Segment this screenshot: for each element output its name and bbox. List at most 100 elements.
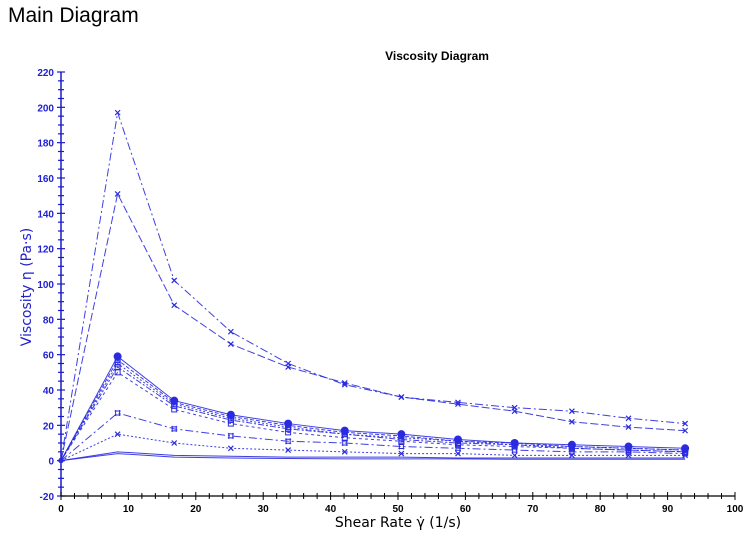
y-tick-label: 0 (48, 457, 54, 468)
data-point (285, 429, 292, 436)
series-8 (58, 409, 689, 464)
data-point (682, 452, 689, 459)
series-10 (58, 451, 686, 464)
data-point (511, 408, 518, 415)
page-title: Main Diagram (8, 4, 139, 27)
data-point (341, 431, 348, 438)
series-2 (58, 190, 689, 464)
y-tick-label: 20 (43, 421, 55, 432)
data-point (398, 450, 405, 457)
x-tick-label: 10 (123, 504, 135, 515)
data-point (227, 328, 234, 335)
data-point (341, 380, 348, 386)
y-tick-label: 200 (37, 103, 54, 114)
series-line (60, 451, 686, 462)
y-tick-label: 40 (43, 386, 55, 397)
series-line (60, 112, 686, 461)
data-point (171, 406, 178, 413)
data-point (625, 424, 632, 431)
series-1 (58, 109, 689, 464)
x-tick-label: 20 (190, 504, 202, 515)
data-point (511, 452, 518, 459)
series-line (60, 412, 686, 462)
y-tick-label: 100 (37, 280, 54, 291)
data-point (171, 440, 178, 446)
data-point (227, 417, 234, 424)
y-axis-label: Viscosity η (Pa·s) (19, 228, 35, 347)
series-line (60, 192, 686, 461)
data-point (455, 450, 461, 457)
data-point (58, 458, 64, 464)
data-point (454, 441, 461, 448)
data-point (398, 438, 405, 445)
data-point (227, 432, 234, 439)
data-point (227, 420, 234, 427)
y-tick-label: 80 (43, 315, 55, 326)
data-point (454, 445, 461, 452)
data-point (568, 445, 575, 452)
x-tick-label: 50 (392, 504, 404, 515)
data-point (511, 443, 518, 450)
data-point (341, 440, 348, 446)
data-point (682, 427, 689, 434)
data-point (398, 443, 405, 450)
series-3 (58, 352, 690, 464)
data-point (285, 425, 292, 432)
data-point (682, 420, 689, 427)
data-point (341, 448, 348, 455)
chart-title: Viscosity Diagram (385, 49, 489, 63)
x-tick-label: 40 (325, 504, 337, 515)
data-point (114, 431, 121, 438)
x-tick-label: 60 (460, 504, 472, 515)
data-point (114, 356, 121, 363)
data-point (625, 452, 632, 459)
y-tick-label: -20 (40, 492, 55, 503)
data-point (625, 415, 632, 422)
series-line (60, 453, 686, 462)
data-point (568, 408, 575, 415)
data-point (285, 364, 292, 370)
data-point (114, 109, 121, 116)
y-tick-label: 140 (37, 209, 54, 220)
data-point (568, 448, 575, 455)
series-11 (58, 453, 686, 464)
y-tick-label: 160 (37, 174, 54, 185)
data-point (568, 418, 575, 425)
data-point (227, 341, 234, 347)
series-line (60, 362, 686, 461)
series-line (60, 371, 686, 461)
data-point (398, 394, 405, 400)
x-tick-label: 70 (527, 504, 539, 515)
series-5 (58, 360, 689, 464)
x-axis-label: Shear Rate γ̇ (1/s) (335, 515, 461, 531)
data-point (114, 360, 121, 367)
data-point (114, 190, 121, 197)
y-tick-label: 220 (37, 68, 54, 79)
data-point (171, 425, 178, 432)
data-point (171, 302, 178, 309)
x-tick-label: 0 (58, 504, 64, 515)
x-tick-label: 30 (258, 504, 270, 515)
data-point (455, 401, 461, 408)
data-point (511, 447, 518, 454)
data-point (171, 277, 178, 284)
data-point (171, 402, 178, 409)
data-point (625, 448, 632, 455)
data-point (114, 409, 121, 416)
data-point (114, 369, 121, 376)
data-point (285, 447, 292, 453)
series-layer (58, 109, 690, 464)
data-point (341, 434, 348, 441)
x-tick-label: 80 (595, 504, 607, 515)
y-tick-label: 60 (43, 351, 55, 362)
data-point (568, 452, 575, 459)
series-line (60, 355, 686, 461)
data-point (227, 445, 234, 452)
x-tick-label: 90 (662, 504, 674, 515)
data-point (285, 438, 292, 445)
x-tick-label: 100 (727, 504, 744, 515)
y-tick-label: 120 (37, 245, 54, 256)
y-tick-label: 180 (37, 139, 54, 150)
